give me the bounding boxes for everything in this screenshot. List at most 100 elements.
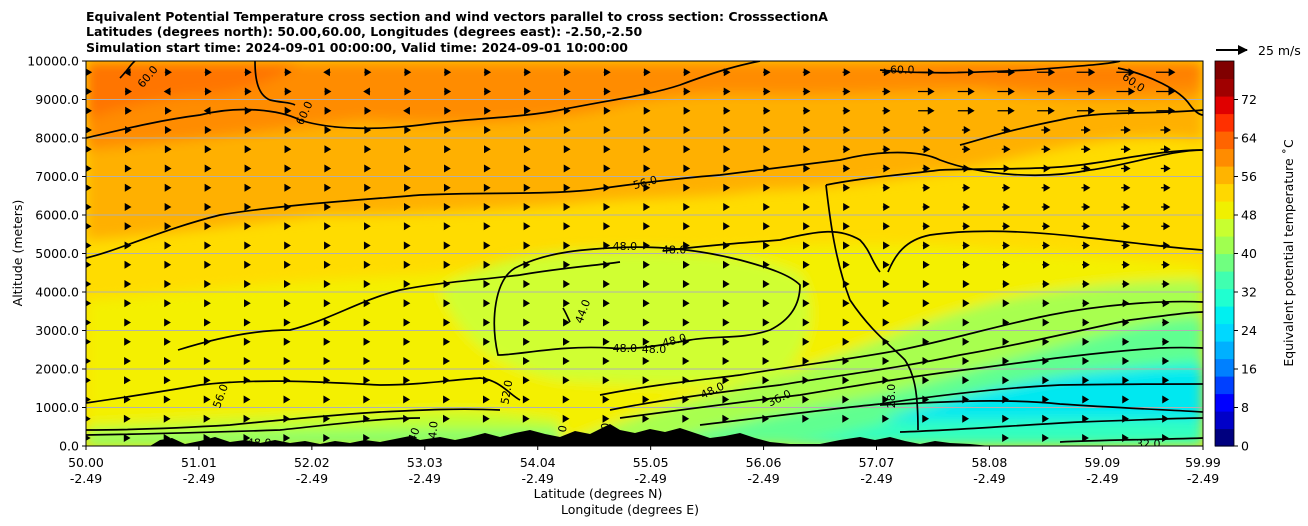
wind-vector	[802, 279, 810, 289]
wind-vector	[323, 279, 331, 289]
wind-vector	[722, 337, 730, 346]
wind-vector	[243, 376, 251, 385]
wind-vector	[643, 279, 650, 289]
wind-vector	[683, 164, 691, 173]
contour-label: 52.0	[498, 379, 515, 405]
wind-vector	[683, 68, 691, 77]
y-tick-label: 3000.0	[35, 323, 79, 338]
wind-vector	[283, 337, 291, 346]
wind-vector	[522, 376, 530, 385]
x-tick-label-lon: -2.49	[634, 471, 666, 486]
wind-vector	[882, 395, 890, 404]
colorbar-segment	[1215, 288, 1234, 307]
wind-vector	[523, 87, 531, 96]
x-tick-label-lat: 55.05	[633, 455, 669, 470]
wind-vector	[762, 68, 771, 77]
contour-label-text: 44.0	[426, 421, 441, 447]
wind-vector	[802, 337, 810, 346]
wind-vector	[203, 376, 211, 385]
wind-vector	[1121, 279, 1130, 289]
wind-vector	[563, 202, 571, 212]
wind-vector	[522, 414, 530, 423]
x-tick-label-lat: 59.99	[1185, 455, 1221, 470]
wind-vector	[843, 222, 850, 231]
wind-vector	[363, 433, 370, 443]
x-tick-label-lon: -2.49	[70, 471, 102, 486]
wind-vector	[842, 145, 851, 154]
wind-vector	[164, 222, 172, 231]
wind-vector	[683, 222, 690, 231]
wind-vector	[204, 183, 212, 192]
wind-vector	[563, 183, 571, 192]
wind-vector	[842, 164, 851, 173]
title-line-3: Simulation start time: 2024-09-01 00:00:…	[86, 40, 628, 55]
wind-vector	[124, 183, 132, 192]
wind-vector	[364, 145, 372, 154]
wind-vector	[443, 202, 451, 212]
wind-vector	[244, 222, 252, 231]
contour-label: 40	[598, 422, 612, 437]
wind-vector	[643, 222, 651, 231]
wind-vector	[523, 202, 531, 212]
wind-vector	[1041, 164, 1051, 173]
wind-vector	[1042, 395, 1050, 404]
wind-vector	[403, 356, 411, 366]
wind-vector	[484, 106, 491, 115]
wind-vector	[563, 222, 571, 231]
wind-vector	[244, 125, 252, 135]
wind-vector	[364, 222, 371, 231]
wind-vector	[523, 356, 530, 366]
wind-vector	[883, 241, 890, 250]
wind-vector	[922, 299, 930, 308]
wind-vector	[1002, 260, 1010, 269]
wind-vector	[563, 145, 571, 154]
wind-vector	[1042, 299, 1050, 308]
wind-vector	[244, 183, 252, 192]
wind-vector	[563, 318, 570, 327]
wind-vector	[922, 395, 930, 404]
colorbar-segment	[1215, 236, 1234, 255]
wind-vector	[1076, 106, 1095, 115]
x-tick-label-lon: -2.49	[860, 471, 892, 486]
wind-vector	[363, 299, 371, 308]
wind-vector	[962, 395, 970, 404]
wind-vector	[363, 414, 370, 423]
wind-vector	[842, 87, 851, 96]
wind-vector	[603, 279, 610, 289]
wind-vector	[803, 241, 810, 250]
contour-line	[86, 61, 761, 139]
wind-vector	[882, 299, 890, 308]
wind-vector	[1042, 318, 1050, 327]
contour-label: 48.0	[661, 331, 688, 350]
wind-vector	[1162, 318, 1170, 327]
wind-vector	[762, 337, 770, 346]
x-axis-label-longitude: Longitude (degrees E)	[561, 502, 699, 517]
wind-vector	[203, 106, 211, 115]
wind-vector	[323, 395, 331, 404]
wind-vector	[403, 395, 410, 404]
wind-vector	[962, 414, 970, 423]
contour-line	[119, 61, 136, 79]
wind-vector	[324, 145, 332, 154]
x-tick-label-lon: -2.49	[1086, 471, 1118, 486]
wind-vector	[602, 356, 610, 366]
colorbar-segment	[1215, 166, 1234, 185]
wind-vector	[842, 376, 850, 385]
contour-label-text: 48.0	[613, 342, 638, 355]
wind-vector	[164, 241, 172, 250]
wind-vector	[997, 87, 1015, 96]
wind-vector	[603, 202, 611, 212]
wind-vector	[882, 68, 891, 77]
wind-vector	[842, 279, 850, 289]
wind-vector	[403, 106, 410, 115]
wind-vector	[483, 318, 491, 327]
wind-vector	[918, 106, 935, 115]
wind-vector	[962, 376, 970, 385]
wind-vector	[124, 145, 132, 154]
wind-vector	[323, 433, 331, 443]
wind-vector	[682, 395, 690, 404]
wind-vector	[443, 395, 450, 404]
y-tick-label: 9000.0	[35, 92, 79, 107]
wind-vector	[643, 260, 650, 269]
wind-vector	[1122, 414, 1129, 423]
